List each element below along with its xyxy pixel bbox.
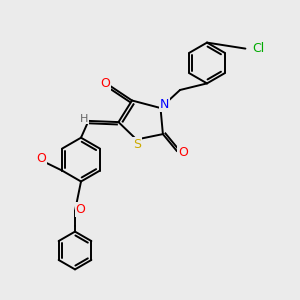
- Text: Cl: Cl: [252, 42, 264, 55]
- Text: H: H: [80, 113, 88, 124]
- Text: O: O: [76, 203, 85, 216]
- Text: S: S: [133, 138, 141, 151]
- Text: O: O: [100, 77, 110, 90]
- Text: O: O: [36, 152, 46, 166]
- Text: O: O: [178, 146, 188, 159]
- Text: N: N: [160, 98, 169, 112]
